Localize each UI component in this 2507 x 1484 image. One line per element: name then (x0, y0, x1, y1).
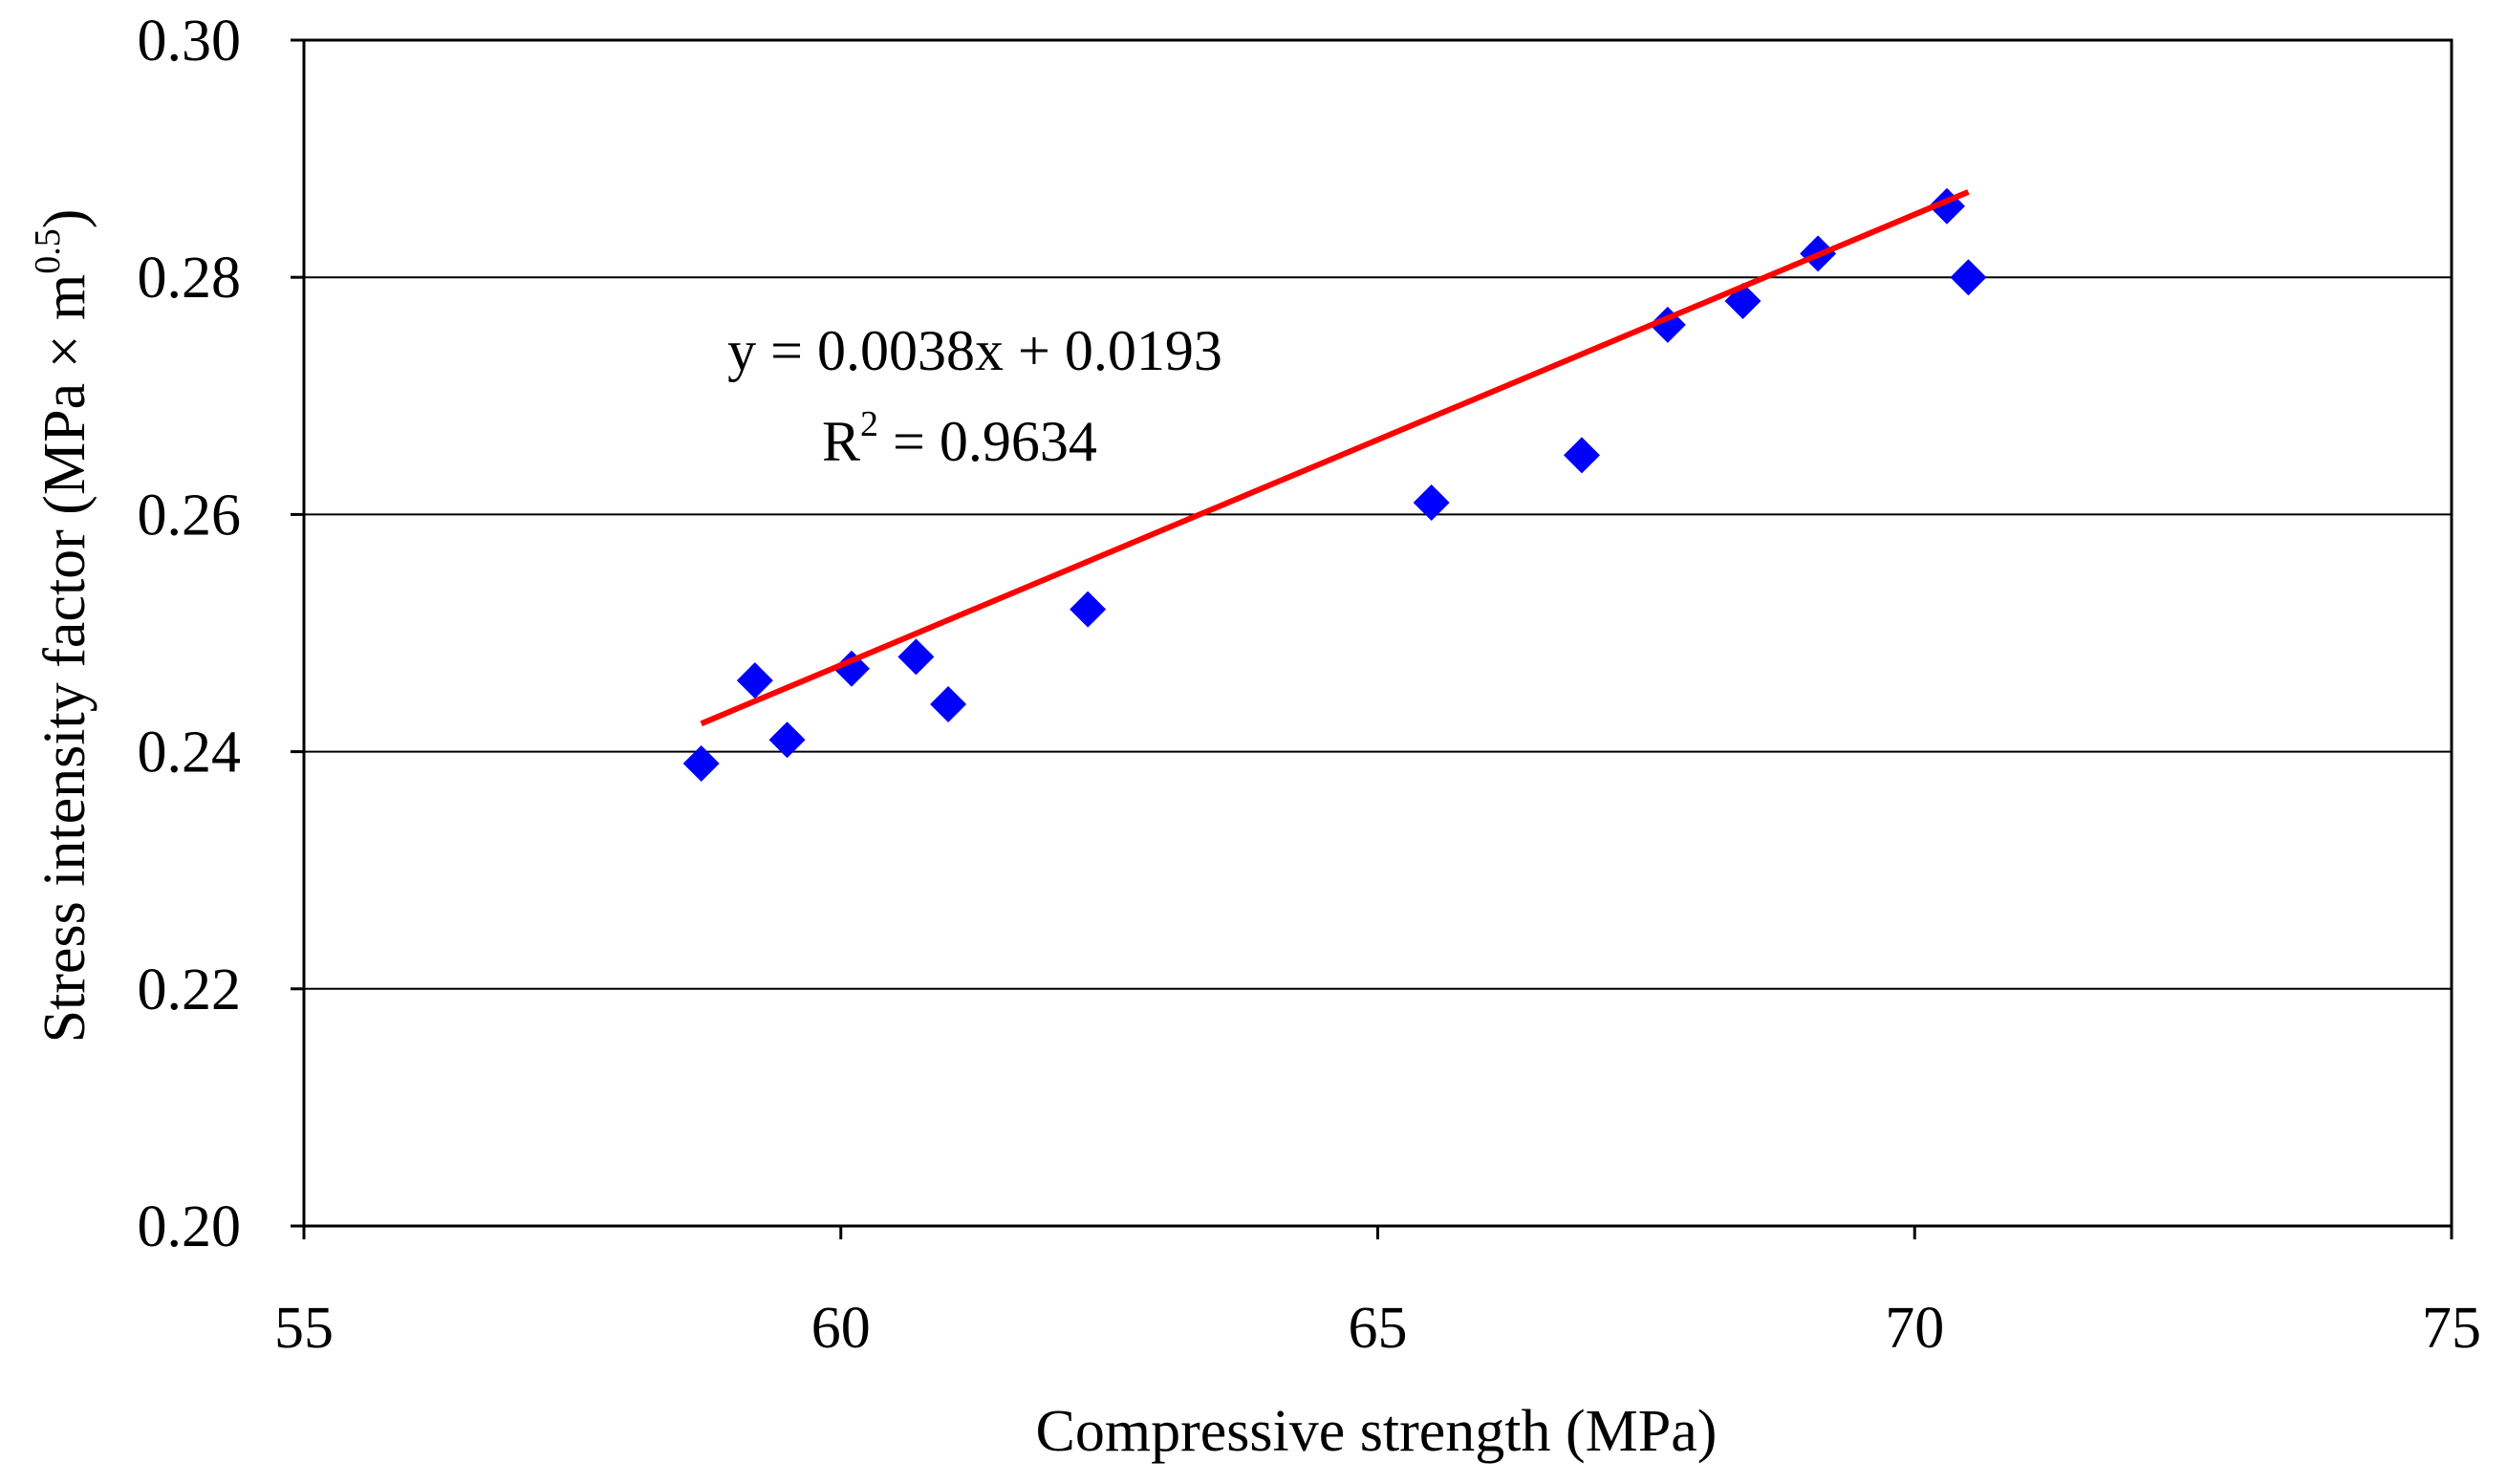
x-axis-ticks: 55 60 65 70 75 (274, 1226, 2481, 1361)
data-point (1413, 484, 1450, 521)
data-markers (682, 187, 1987, 783)
data-point (682, 745, 720, 783)
x-tick-label: 65 (1349, 1296, 1408, 1361)
data-point (930, 685, 967, 722)
y-tick-label: 0.24 (138, 720, 242, 785)
y-tick-label: 0.30 (138, 9, 242, 74)
x-tick-label: 70 (1885, 1296, 1944, 1361)
r-squared-label: R2 = 0.9634 (822, 404, 1097, 473)
data-point (736, 662, 773, 699)
x-axis-title: Compressive strength (MPa) (1036, 1399, 1718, 1464)
data-point (1070, 591, 1107, 628)
data-point (897, 638, 935, 676)
x-tick-label: 55 (274, 1296, 334, 1361)
y-axis-ticks: 0.20 0.22 0.24 0.26 0.28 0.30 (138, 9, 304, 1259)
regression-equation: y = 0.0038x + 0.0193 (727, 319, 1222, 382)
data-point (1928, 187, 1965, 225)
x-tick-label: 60 (811, 1296, 871, 1361)
data-point (1563, 437, 1600, 474)
x-tick-label: 75 (2422, 1296, 2481, 1361)
y-tick-label: 0.26 (138, 483, 242, 548)
gridlines (304, 276, 2452, 990)
trendline (700, 189, 1970, 727)
data-point (1950, 259, 1987, 296)
y-axis-title: Stress intensity factor (MPa × m0.5) (28, 209, 97, 1043)
y-tick-label: 0.20 (138, 1194, 242, 1259)
y-tick-label: 0.28 (138, 246, 242, 311)
y-tick-label: 0.22 (138, 957, 242, 1022)
data-point (768, 721, 806, 759)
